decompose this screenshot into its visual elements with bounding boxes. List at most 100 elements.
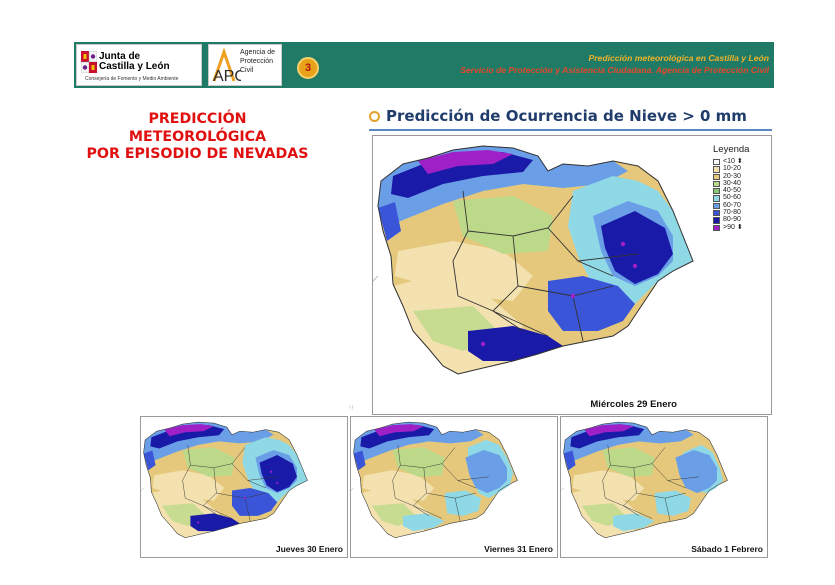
agency-name-line3: Civil [240, 67, 254, 74]
legend-swatch [713, 202, 720, 210]
neighbor-border [141, 487, 144, 491]
page-title-line3: POR EPISODIO DE NEVADAS [86, 146, 309, 162]
mini-map-1: Jueves 30 Enero [140, 416, 348, 558]
region-map [561, 421, 728, 538]
legend-title: Leyenda [713, 144, 750, 155]
legend-item: <10 ⬍ [711, 158, 771, 166]
province-boundary [636, 492, 686, 499]
snow-probability-map-3 [561, 421, 728, 538]
area-extreme [418, 150, 513, 174]
legend-item: >90 ⬍ [711, 224, 771, 232]
header-subtitle: Servicio de Protección y Asistencia Ciud… [460, 65, 769, 75]
province-boundary [452, 190, 469, 297]
agency-name-line2: Protección [240, 58, 274, 65]
legend-label: 70-80 [723, 209, 741, 217]
org-logo: Junta de Castilla y León Consejería de F… [76, 44, 202, 86]
area-high [675, 449, 717, 494]
region-outline [377, 145, 694, 375]
neighbor-border [561, 487, 564, 491]
province-boundary [182, 444, 191, 499]
area-low [572, 470, 645, 501]
map-legend: Leyenda <10 ⬍ 10-20 20-30 30-40 40-50 50-60 60… [711, 144, 771, 232]
area-low [152, 470, 225, 501]
province-boundary [413, 467, 427, 506]
page-title: PREDICCIÓN METEOROLÓGICA POR EPISODIO DE… [60, 111, 335, 164]
area-mid [392, 447, 445, 477]
area-mid-high [613, 513, 655, 532]
area-very-high [548, 276, 635, 331]
area-mid [182, 447, 235, 477]
page-title-line2: METEOROLÓGICA [128, 128, 267, 145]
legend-label: 30-40 [723, 179, 741, 187]
legend-swatch [713, 188, 720, 195]
snow-point [269, 470, 273, 473]
area-very-high [601, 211, 673, 284]
area-extreme [374, 424, 424, 437]
agency-initials: APC [213, 68, 241, 85]
area-high [353, 450, 366, 471]
legend-swatch [713, 217, 720, 224]
org-department: Consejería de Fomento y Medio Ambiente [85, 76, 179, 82]
province-boundary [667, 476, 699, 481]
province-boundary [454, 498, 461, 522]
area-extreme [584, 424, 634, 437]
area-mid-high [444, 490, 481, 516]
province-boundary [392, 444, 401, 499]
mini-map-3-day-label: Sábado 1 Febrero [691, 544, 763, 554]
region-outline [143, 421, 308, 538]
region-map [141, 421, 308, 538]
area-very-high [468, 326, 563, 361]
neighbor-border [373, 275, 379, 282]
province-boundary [457, 476, 489, 481]
area-high [563, 450, 576, 471]
snow-probability-map-1 [141, 421, 308, 538]
mini-map-2: Viernes 31 Enero [350, 416, 558, 558]
legend-item: 50-60 [711, 194, 771, 202]
area-high [465, 449, 507, 494]
snow-probability-map [373, 145, 694, 375]
main-forecast-map: Leyenda <10 ⬍ 10-20 20-30 30-40 40-50 50-60 60… [372, 135, 772, 415]
snow-point [480, 341, 486, 347]
header-title: Predicción meteorológica en Castilla y L… [588, 53, 769, 63]
snow-point [276, 481, 279, 485]
province-boundary [190, 447, 246, 468]
province-boundary [203, 467, 217, 506]
map-title: Predicción de Ocurrencia de Nieve > 0 mm [386, 107, 747, 125]
province-boundary [467, 195, 574, 237]
agency-emblem-icon: APC [212, 47, 241, 85]
snow-point [243, 497, 247, 500]
legend-swatch [713, 159, 720, 166]
legend-label: 20-30 [723, 172, 741, 180]
legend-item: 70-80 [711, 209, 771, 217]
mini-map-3: Sábado 1 Febrero [560, 416, 768, 558]
legend-item: 40-50 [711, 187, 771, 195]
province-boundary [577, 253, 639, 262]
legend-label: 80-90 [723, 216, 741, 224]
legend-label: 40-50 [723, 187, 741, 195]
province-boundary [610, 447, 666, 468]
province-boundary [203, 505, 233, 519]
province-boundary [492, 310, 549, 337]
page-number-badge: 3 [297, 57, 319, 79]
region-map [373, 145, 694, 375]
area-mid [602, 447, 655, 477]
legend-swatch [713, 195, 720, 202]
mini-map-1-day-label: Jueves 30 Enero [275, 544, 343, 554]
main-map-day-label: Miércoles 29 Enero [590, 399, 677, 410]
legend-item: 10-20 [711, 165, 771, 173]
legend-label: 50-60 [723, 194, 741, 202]
area-extreme [164, 424, 214, 437]
snow-point [620, 241, 626, 247]
area-high [143, 450, 156, 471]
province-boundary [247, 476, 279, 481]
mini-map-2-day-label: Viernes 31 Enero [484, 544, 553, 554]
province-boundary [400, 447, 456, 468]
legend-item: 20-30 [711, 172, 771, 181]
province-boundary [623, 505, 653, 519]
area-low [395, 241, 533, 301]
province-boundary [244, 498, 251, 522]
area-mid-high [654, 490, 691, 516]
area-high [378, 202, 401, 241]
province-boundary [413, 505, 443, 519]
legend-item: 80-90 [711, 216, 771, 224]
